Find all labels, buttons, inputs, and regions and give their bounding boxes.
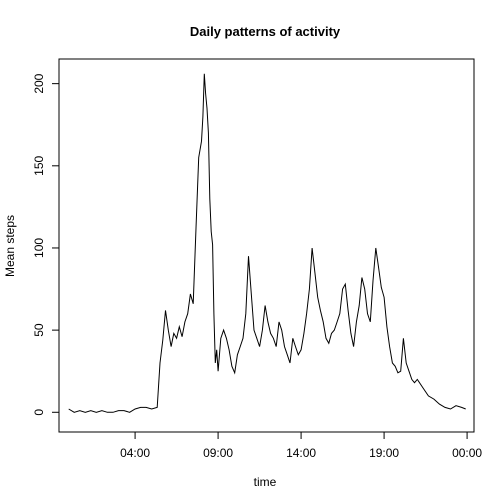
y-tick-label: 0 bbox=[32, 409, 46, 416]
y-tick-label: 100 bbox=[32, 238, 46, 258]
y-tick-label: 150 bbox=[32, 155, 46, 175]
y-tick-label: 200 bbox=[32, 73, 46, 93]
x-tick-label: 00:00 bbox=[452, 446, 482, 460]
x-axis-label: time bbox=[254, 475, 277, 489]
x-tick-label: 14:00 bbox=[286, 446, 316, 460]
chart-title: Daily patterns of activity bbox=[190, 24, 341, 39]
series-line-mean-steps bbox=[69, 74, 466, 413]
x-tick-label: 04:00 bbox=[120, 446, 150, 460]
x-axis: 04:00 09:00 14:00 19:00 00:00 bbox=[120, 432, 482, 460]
x-tick-label: 19:00 bbox=[369, 446, 399, 460]
x-tick-label: 09:00 bbox=[203, 446, 233, 460]
y-axis: 0 50 100 150 200 bbox=[32, 73, 59, 415]
y-tick-label: 50 bbox=[32, 323, 46, 337]
plot-frame bbox=[59, 59, 474, 432]
y-axis-label: Mean steps bbox=[3, 215, 17, 277]
